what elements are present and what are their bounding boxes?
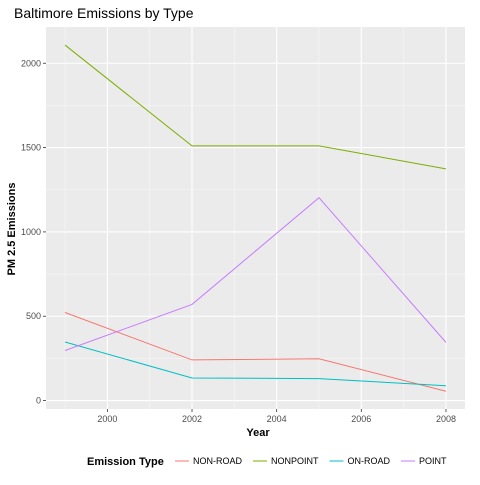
legend-title: Emission Type <box>87 456 164 468</box>
legend: Emission Type NON-ROAD NONPOINT ON-ROAD POI… <box>87 456 447 468</box>
legend-item-nonpoint: NONPOINT <box>253 456 319 466</box>
x-axis-ticks: 2000 2002 2004 2006 2008 <box>97 409 456 424</box>
y-tick-label: 0 <box>36 396 41 406</box>
legend-item-point: POINT <box>401 456 447 466</box>
legend-label-on-road: ON-ROAD <box>348 456 391 466</box>
x-tick-label: 2008 <box>436 414 456 424</box>
y-tick-label: 2000 <box>21 58 41 68</box>
y-tick-label: 1000 <box>21 227 41 237</box>
series-line-point <box>64 196 447 351</box>
legend-label-non-road: NON-ROAD <box>193 456 242 466</box>
x-axis-title: Year <box>246 427 270 439</box>
plot-panel <box>46 27 465 409</box>
y-axis-title: PM 2.5 Emissions <box>6 183 18 276</box>
legend-item-on-road: ON-ROAD <box>329 456 391 466</box>
legend-item-non-road: NON-ROAD <box>175 456 242 466</box>
series-lines <box>64 44 447 392</box>
series-line-on-road <box>64 341 446 387</box>
x-tick-label: 2002 <box>182 414 202 424</box>
legend-label-point: POINT <box>419 456 447 466</box>
y-tick-label: 500 <box>26 311 41 321</box>
chart-title: Baltimore Emissions by Type <box>14 5 194 21</box>
series-line-nonpoint <box>64 44 447 170</box>
series-line-non-road <box>64 312 447 392</box>
x-tick-label: 2004 <box>267 414 287 424</box>
x-tick-label: 2006 <box>351 414 371 424</box>
y-axis-ticks: 0 500 1000 1500 2000 <box>21 58 46 406</box>
grid-minor <box>46 27 465 409</box>
y-tick-label: 1500 <box>21 143 41 153</box>
legend-label-nonpoint: NONPOINT <box>271 456 319 466</box>
grid-major <box>46 27 465 409</box>
x-tick-label: 2000 <box>97 414 117 424</box>
